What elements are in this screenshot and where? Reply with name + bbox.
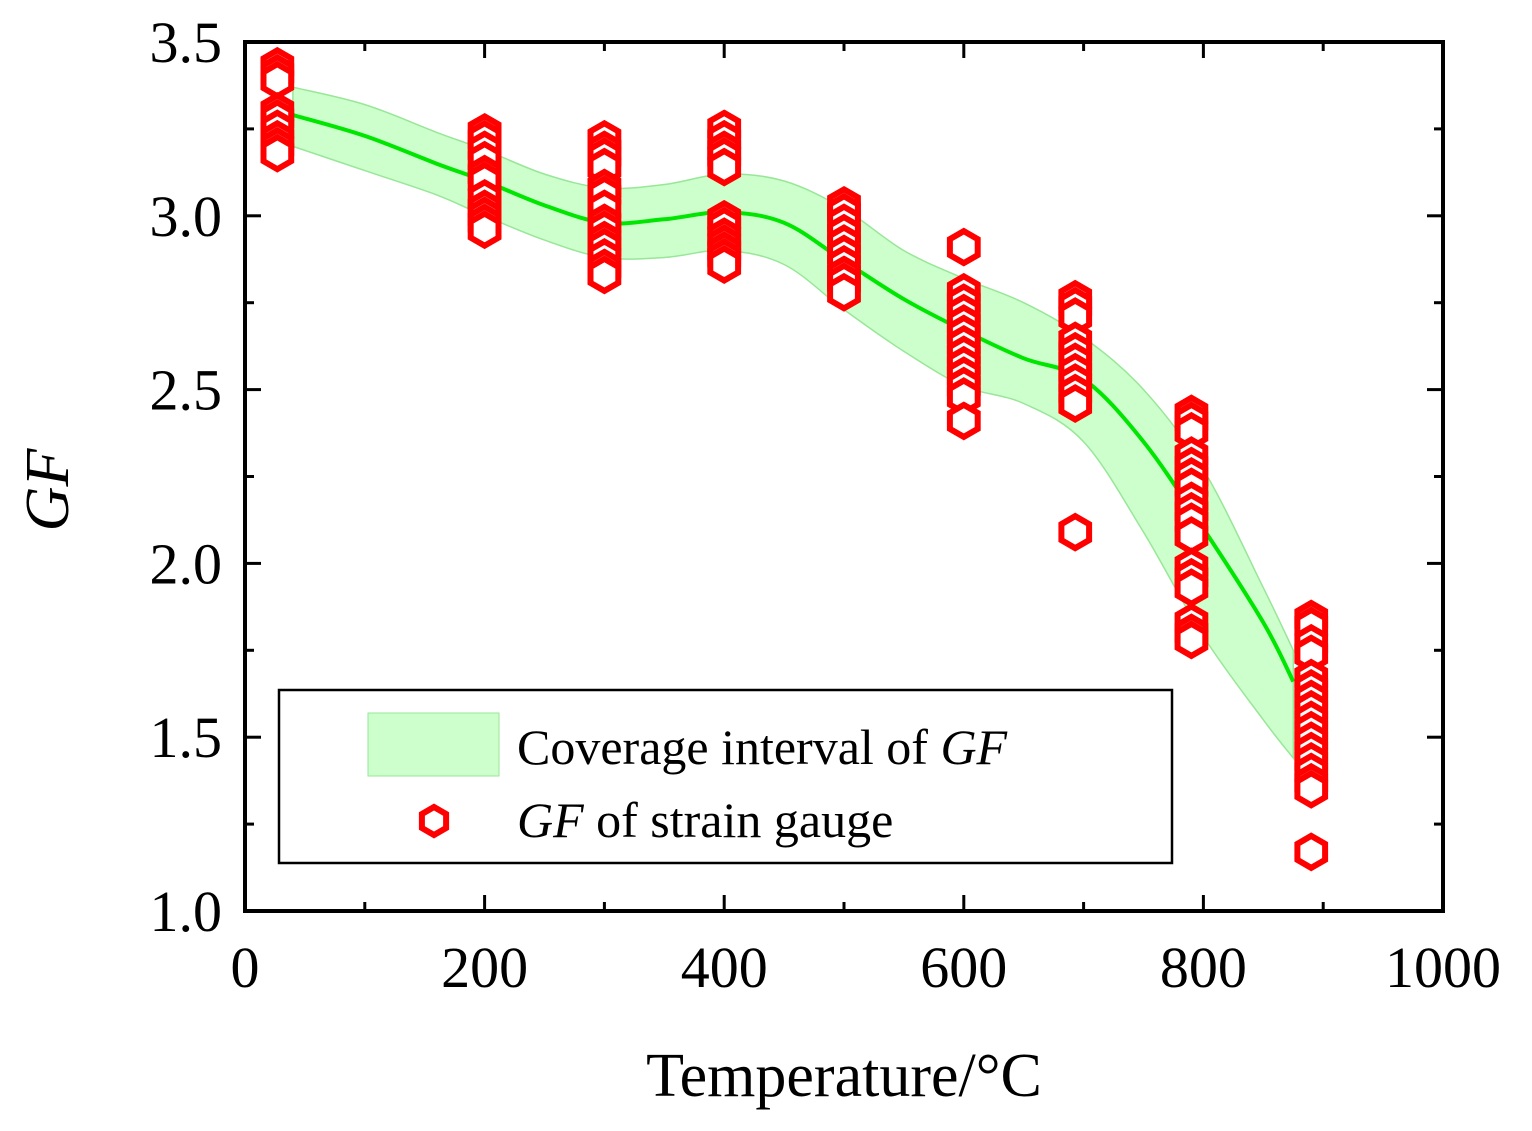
coverage-band-layer: [292, 86, 1296, 761]
gf-marker-point-56: [946, 227, 981, 267]
legend-band-label: Coverage interval of GF: [517, 719, 1008, 775]
gf-marker-point-55: [827, 272, 861, 312]
x-tick-label: 800: [1160, 935, 1247, 1000]
y-tick-label: 3.0: [150, 184, 223, 249]
legend-hexagon-marker-icon: [418, 803, 450, 839]
x-tick-label: 0: [231, 935, 260, 1000]
gf-marker-point-79: [1058, 512, 1093, 552]
x-tick-label: 200: [441, 935, 528, 1000]
legend-band-swatch: [367, 712, 500, 777]
x-tick-label: 400: [681, 935, 768, 1000]
gf-marker-point-8: [260, 133, 295, 173]
legend-marker-label-gf: GF: [517, 792, 584, 848]
legend-band-label-prefix: Coverage interval of: [517, 719, 940, 775]
gf-marker-point-90: [1174, 516, 1209, 556]
y-axis-title: GF: [14, 448, 82, 532]
y-tick-label: 1.5: [150, 705, 223, 770]
y-tick-label: 2.5: [150, 358, 223, 423]
legend-band-label-gf: GF: [940, 719, 1007, 775]
gf-marker-point-33: [587, 255, 622, 295]
axes: 0 200 400 600 800 1000 1.0 1.5 2.0 2.5 3.0 3.5: [150, 10, 1502, 1000]
y-tick-label: 1.0: [150, 879, 223, 944]
x-axis-ticks: 0 200 400 600 800 1000: [231, 42, 1501, 1000]
gf-marker-point-45: [707, 245, 742, 284]
legend: Coverage interval of GF GF of strain gau…: [277, 688, 1174, 865]
y-tick-label: 2.0: [150, 531, 223, 596]
gf-marker-point-38: [707, 147, 742, 187]
x-axis-title: Temperature/°C: [646, 1042, 1042, 1110]
legend-marker-label: GF of strain gauge: [517, 792, 893, 848]
gf-marker-point-2: [260, 60, 295, 100]
gf-marker-point-113: [1294, 832, 1329, 872]
x-tick-label: 600: [920, 935, 1007, 1000]
gf-marker-point-93: [1174, 568, 1209, 608]
coverage-interval-band: [292, 86, 1295, 761]
gf-marker-point-19: [467, 210, 502, 250]
y-tick-label: 3.5: [150, 10, 223, 75]
x-tick-label: 1000: [1385, 935, 1501, 1000]
gf-marker-point-96: [1174, 620, 1209, 660]
scatter-markers: [260, 46, 1329, 872]
gf-marker-point-112: [1294, 769, 1329, 809]
gf-marker-point-68: [946, 401, 981, 441]
legend-marker-label-suffix: of strain gauge: [584, 792, 894, 848]
y-axis-ticks: 1.0 1.5 2.0 2.5 3.0 3.5: [150, 10, 1443, 944]
gf-marker-point-78: [1058, 384, 1093, 423]
